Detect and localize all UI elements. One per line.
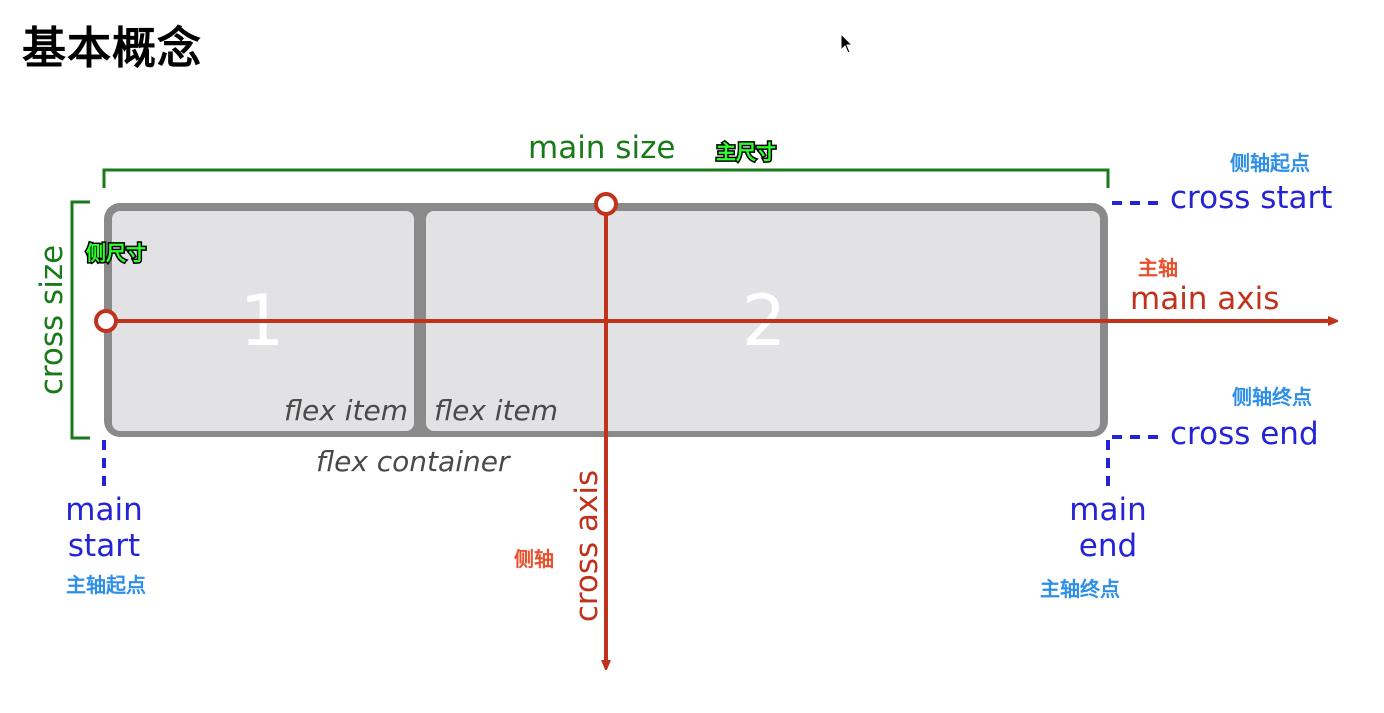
cross-axis-origin-marker xyxy=(594,192,618,216)
main-axis-origin-marker xyxy=(94,309,118,333)
main-end-label-line2: end xyxy=(1079,528,1137,564)
main-start-label-line1: main xyxy=(65,492,142,528)
cross-end-cn-label: 侧轴终点 xyxy=(1232,385,1312,409)
mouse-pointer-icon xyxy=(840,33,854,54)
cross-start-label: cross start xyxy=(1170,180,1332,216)
main-size-cn-label: 主尺寸 xyxy=(716,140,776,164)
main-end-cn-label: 主轴终点 xyxy=(1040,577,1120,601)
flex-container-label: flex container xyxy=(316,445,511,478)
page-title: 基本概念 xyxy=(22,23,202,74)
cross-start-cn-label: 侧轴起点 xyxy=(1230,151,1310,175)
main-axis-label: main axis xyxy=(1130,281,1279,317)
cross-size-cn-label: 侧尺寸 xyxy=(86,241,146,265)
cross-size-bracket xyxy=(70,200,90,440)
flex-item-2-label: flex item xyxy=(434,394,558,427)
main-end-label-line1: main xyxy=(1069,492,1146,528)
cross-size-label: cross size xyxy=(34,245,70,395)
flex-item-1-label: flex item xyxy=(284,394,408,427)
main-start-label-line2: start xyxy=(68,528,140,564)
cross-axis-cn-label: 侧轴 xyxy=(514,547,554,571)
cross-axis-label: cross axis xyxy=(569,470,605,622)
main-size-bracket xyxy=(102,168,1110,188)
main-axis-cn-label: 主轴 xyxy=(1138,256,1178,280)
cross-end-label: cross end xyxy=(1170,416,1319,452)
main-size-label: main size xyxy=(528,130,675,166)
main-start-cn-label: 主轴起点 xyxy=(66,573,146,597)
